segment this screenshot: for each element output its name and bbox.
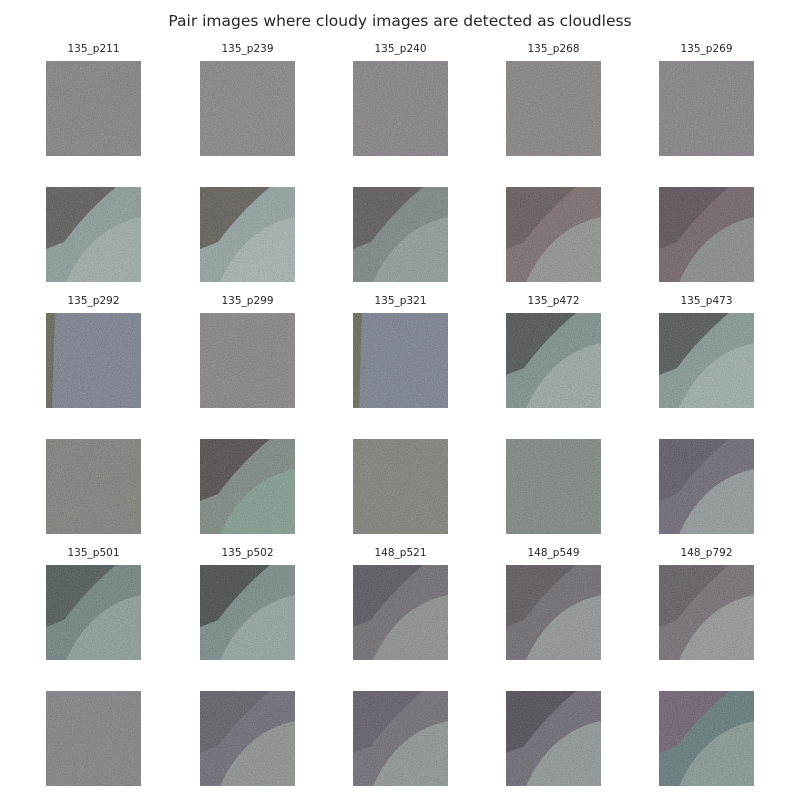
cloudy-image <box>46 61 141 156</box>
pair-label: 135_p502 <box>221 547 274 559</box>
cloudy-image <box>200 565 295 660</box>
pair-label: 135_p211 <box>67 43 120 55</box>
cloudy-image <box>506 313 601 408</box>
pair-label: 135_p268 <box>527 43 580 55</box>
cloudy-image <box>46 313 141 408</box>
cloudless-image <box>506 691 601 786</box>
cloudy-image <box>353 313 448 408</box>
pair-label: 135_p269 <box>680 43 733 55</box>
pair-label: 148_p521 <box>374 547 427 559</box>
pair-label: 135_p501 <box>67 547 120 559</box>
pair-label: 148_p792 <box>680 547 733 559</box>
cloudy-image <box>200 313 295 408</box>
cloudy-image <box>659 313 754 408</box>
pair-label: 135_p321 <box>374 295 427 307</box>
cloudless-image <box>200 691 295 786</box>
cloudy-image <box>659 565 754 660</box>
cloudless-image <box>200 187 295 282</box>
cloudy-image <box>200 61 295 156</box>
cloudless-image <box>46 691 141 786</box>
pair-label: 135_p239 <box>221 43 274 55</box>
cloudless-image <box>353 439 448 534</box>
pair-label: 135_p472 <box>527 295 580 307</box>
cloudless-image <box>46 439 141 534</box>
cloudy-image <box>506 565 601 660</box>
cloudy-image <box>659 61 754 156</box>
cloudless-image <box>659 187 754 282</box>
cloudy-image <box>353 565 448 660</box>
cloudless-image <box>200 439 295 534</box>
cloudy-image <box>353 61 448 156</box>
pair-label: 135_p299 <box>221 295 274 307</box>
cloudy-image <box>46 565 141 660</box>
cloudy-image <box>506 61 601 156</box>
cloudless-image <box>659 691 754 786</box>
cloudless-image <box>659 439 754 534</box>
pair-label: 135_p292 <box>67 295 120 307</box>
pair-label: 135_p240 <box>374 43 427 55</box>
cloudless-image <box>46 187 141 282</box>
cloudless-image <box>506 439 601 534</box>
cloudless-image <box>506 187 601 282</box>
figure-title: Pair images where cloudy images are dete… <box>168 12 632 30</box>
pair-label: 135_p473 <box>680 295 733 307</box>
pair-label: 148_p549 <box>527 547 580 559</box>
cloudless-image <box>353 187 448 282</box>
cloudless-image <box>353 691 448 786</box>
